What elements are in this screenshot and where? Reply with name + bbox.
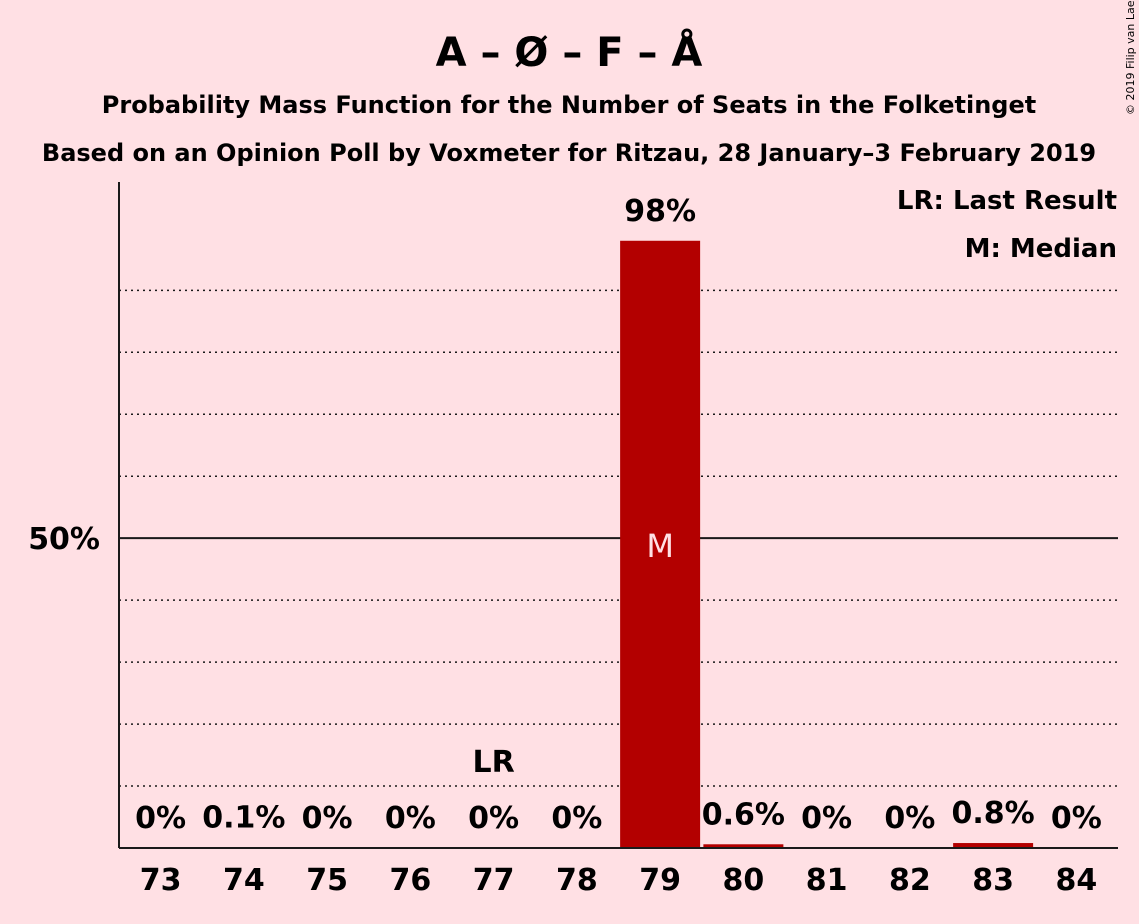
x-tick-76: 76 [390, 863, 432, 898]
x-tick-75: 75 [306, 863, 348, 898]
x-tick-78: 78 [556, 863, 598, 898]
x-tick-74: 74 [223, 863, 265, 898]
legend-last-result: LR: Last Result [897, 186, 1117, 216]
x-tick-80: 80 [723, 863, 765, 898]
x-tick-73: 73 [140, 863, 182, 898]
data-label-83: 0.8% [952, 796, 1035, 831]
median-marker: M [646, 527, 674, 565]
bars [204, 241, 1033, 848]
last-result-marker: LR [473, 745, 515, 780]
copyright: © 2019 Filip van Laenen [1124, 0, 1137, 115]
data-label-77: 0% [468, 801, 519, 836]
chart-subtitle-poll: Based on an Opinion Poll by Voxmeter for… [42, 139, 1096, 167]
chart-title: A – Ø – F – Å [436, 27, 703, 76]
data-label-78: 0% [551, 801, 602, 836]
x-tick-79: 79 [639, 863, 681, 898]
data-label-82: 0% [884, 801, 935, 836]
x-tick-77: 77 [473, 863, 515, 898]
x-tick-84: 84 [1056, 863, 1098, 898]
x-tick-labels: 73 74 75 76 77 78 79 80 81 82 83 84 [140, 863, 1098, 898]
data-label-74: 0.1% [202, 800, 285, 835]
data-label-73: 0% [135, 801, 186, 836]
y-tick-label: 50% [28, 522, 100, 557]
legend-median: M: Median [965, 234, 1117, 264]
data-label-84: 0% [1051, 801, 1102, 836]
data-label-75: 0% [302, 801, 353, 836]
data-label-81: 0% [801, 801, 852, 836]
data-label-79: 98% [624, 194, 696, 229]
data-label-80: 0.6% [702, 797, 785, 832]
x-tick-82: 82 [889, 863, 931, 898]
x-tick-83: 83 [972, 863, 1014, 898]
chart-subtitle: Probability Mass Function for the Number… [102, 91, 1036, 119]
x-tick-81: 81 [806, 863, 848, 898]
data-label-76: 0% [385, 801, 436, 836]
